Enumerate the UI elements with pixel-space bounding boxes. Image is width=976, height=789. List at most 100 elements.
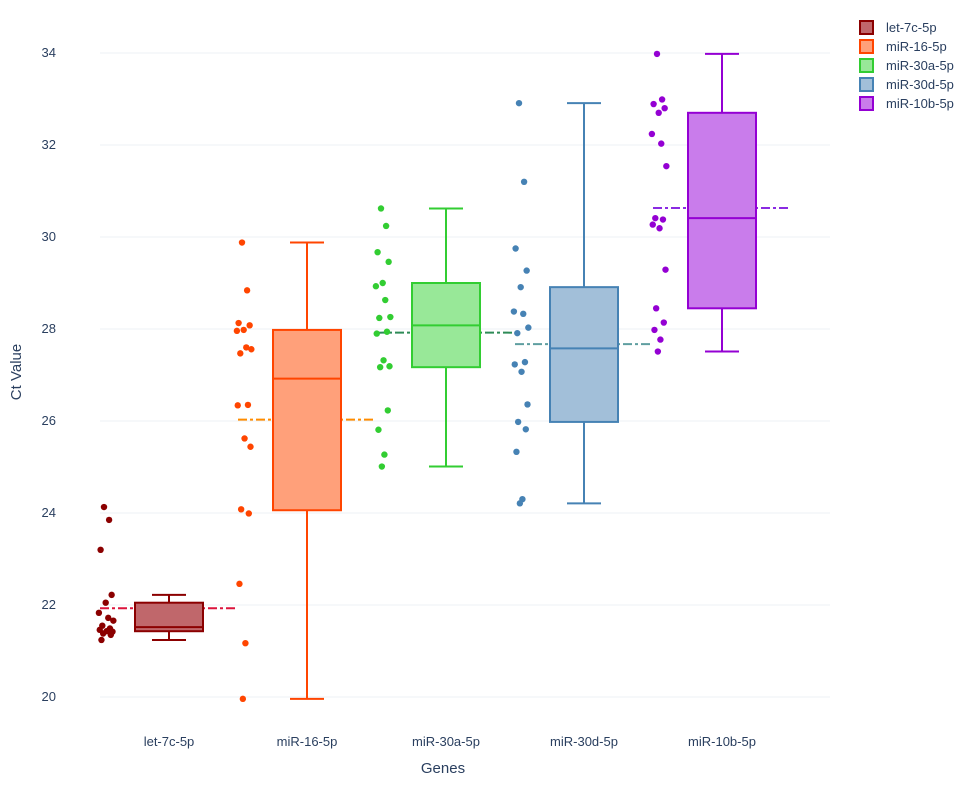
legend-item-let-7c-5p[interactable]: let-7c-5p [859,20,937,35]
data-point [514,329,521,337]
data-point [520,178,528,185]
legend-item-miR-30d-5p[interactable]: miR-30d-5p [859,77,954,92]
y-tick-label: 22 [42,597,56,612]
data-point [522,426,529,433]
data-point [515,99,523,107]
legend: let-7c-5p miR-16-5p miR-30a-5p miR-30d-5p mi… [859,20,954,111]
data-point [100,503,108,511]
legend-label: miR-16-5p [886,39,947,54]
data-point [380,357,387,364]
box-let-7c-5p [134,593,204,641]
x-tick-label: miR-30a-5p [412,734,480,749]
data-point [240,326,247,334]
data-point [656,225,663,232]
data-point [248,346,255,353]
data-point [377,205,385,212]
y-tick-label: 20 [42,689,56,704]
data-point [236,580,243,588]
data-point [243,287,251,294]
data-point [510,308,518,315]
legend-swatch [859,96,874,111]
data-point [239,695,247,703]
data-point [237,350,244,357]
data-point [662,266,669,273]
x-tick-label: let-7c-5p [144,734,195,749]
legend-swatch [859,39,874,54]
data-point [663,162,670,170]
x-tick-label: miR-10b-5p [688,734,756,749]
data-point [518,368,525,375]
data-point [234,402,241,409]
data-point [382,296,389,304]
data-point [660,319,667,326]
data-point [655,109,662,117]
box-miR-16-5p [272,241,342,700]
data-point [653,50,661,58]
data-point [238,239,246,246]
legend-item-miR-16-5p[interactable]: miR-16-5p [859,39,947,54]
y-axis-ticks: 20 22 24 26 28 30 32 34 [42,45,56,704]
legend-swatch [859,20,874,35]
data-point [97,546,104,553]
data-point [649,221,656,228]
data-point [233,327,241,335]
data-point [374,248,381,256]
data-point [247,443,254,450]
data-point [658,140,665,147]
data-point [386,363,393,370]
x-axis-title: Genes [421,760,465,777]
iqr-box [272,328,342,512]
data-point [525,324,532,331]
y-tick-label: 24 [42,505,56,520]
data-point [375,426,382,433]
data-point [385,258,392,266]
box-miR-10b-5p [687,52,757,353]
data-point [384,407,391,414]
data-point [379,279,386,287]
data-point [658,96,666,103]
data-point [523,267,530,274]
legend-swatch [859,58,874,73]
y-tick-label: 30 [42,229,56,244]
x-tick-label: miR-30d-5p [550,734,618,749]
data-point [237,506,245,513]
data-point [108,591,115,599]
iqr-box [549,286,619,423]
data-point [512,245,519,252]
data-point [98,636,105,644]
legend-item-miR-30a-5p[interactable]: miR-30a-5p [859,58,954,73]
data-point [648,130,656,138]
data-point [243,344,250,351]
data-point [514,418,522,426]
data-point [244,401,252,409]
data-point [99,630,107,637]
data-point [661,105,668,112]
x-tick-label: miR-16-5p [277,734,338,749]
data-point [246,322,253,329]
data-points [95,50,670,703]
data-point [652,305,660,312]
data-point [373,330,380,337]
data-point [105,516,113,524]
data-point [524,401,531,408]
data-point [376,363,384,371]
data-point [110,617,117,624]
data-point [102,599,109,606]
y-axis-title: Ct Value [8,344,25,400]
y-tick-label: 26 [42,413,56,428]
legend-label: miR-30d-5p [886,77,954,92]
data-point [657,336,664,343]
data-point [511,361,518,368]
data-point [382,222,390,230]
data-point [521,358,529,366]
data-point [381,451,388,458]
legend-label: miR-30a-5p [886,58,954,73]
y-tick-label: 34 [42,45,56,60]
legend-item-miR-10b-5p[interactable]: miR-10b-5p [859,96,954,111]
data-point [95,609,103,617]
data-point [659,216,667,223]
data-point [372,283,380,290]
data-point [235,319,242,327]
x-axis-ticks: let-7c-5p miR-16-5p miR-30a-5p miR-30d-5p mi… [144,734,756,749]
